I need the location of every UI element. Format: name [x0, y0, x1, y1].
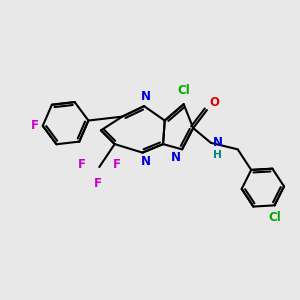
Text: Cl: Cl: [177, 84, 190, 97]
Text: F: F: [94, 177, 102, 190]
Text: F: F: [113, 158, 121, 171]
Text: Cl: Cl: [268, 211, 281, 224]
Text: H: H: [213, 150, 222, 160]
Text: N: N: [140, 155, 150, 168]
Text: F: F: [78, 158, 86, 171]
Text: O: O: [209, 96, 219, 109]
Text: N: N: [213, 136, 223, 149]
Text: N: N: [141, 90, 151, 103]
Text: N: N: [171, 151, 181, 164]
Text: F: F: [31, 119, 39, 132]
